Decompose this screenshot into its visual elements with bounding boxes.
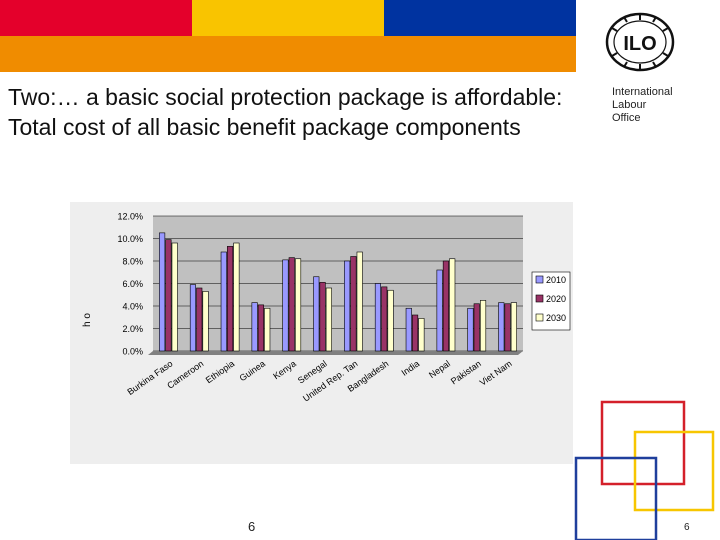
- bar: [189, 284, 196, 352]
- ilo-logo-icon: ILO: [605, 12, 675, 72]
- bar: [387, 289, 394, 352]
- bar: [374, 283, 382, 352]
- bar: [381, 286, 388, 352]
- y-tick-label: 2.0%: [122, 324, 143, 334]
- bar: [325, 287, 332, 352]
- bar: [227, 246, 234, 352]
- bar: [510, 302, 517, 352]
- bar: [473, 303, 480, 352]
- bar: [350, 256, 357, 352]
- x-tick-label: Nepal: [427, 358, 452, 380]
- red-square: [600, 400, 686, 486]
- bar: [202, 291, 209, 352]
- bar: [165, 239, 172, 352]
- y-tick-label: 0.0%: [122, 347, 143, 357]
- bar: [288, 257, 295, 352]
- legend-swatch: [535, 294, 544, 303]
- header-band-red: [0, 0, 192, 36]
- bar: [467, 307, 474, 352]
- decorative-squares: [574, 400, 715, 540]
- legend-swatch: [535, 275, 544, 284]
- org-name-line: International: [612, 86, 673, 98]
- logo-text: ILO: [623, 33, 656, 55]
- org-name: International Labour Office: [612, 86, 712, 125]
- bar: [449, 258, 456, 352]
- x-tick-label: Burkina Faso: [125, 358, 174, 397]
- plot-floor: [148, 351, 523, 355]
- bar: [356, 251, 363, 352]
- bar: [344, 260, 351, 352]
- legend-swatch: [535, 313, 544, 322]
- page-number: 6: [248, 519, 256, 534]
- bar-chart: 0.0% 2.0% 4.0% 6.0% 8.0% 10.0% 12.0% h o Burkina…: [82, 212, 571, 404]
- y-tick-label: 12.0%: [117, 212, 143, 222]
- bar: [264, 307, 271, 352]
- bar: [442, 260, 449, 352]
- header-band-yellow: [192, 0, 384, 36]
- x-tick-label: Pakistan: [449, 358, 483, 386]
- org-name-line: Office: [612, 112, 641, 124]
- chart-area: 0.0% 2.0% 4.0% 6.0% 8.0% 10.0% 12.0% h o Burkina…: [70, 202, 573, 464]
- y-axis-label: h o: [82, 313, 93, 327]
- x-tick-label: India: [399, 358, 421, 377]
- x-tick-label: Guinea: [238, 358, 268, 383]
- bar: [319, 282, 326, 352]
- legend-label: 2020: [546, 294, 566, 304]
- legend-label: 2030: [546, 313, 566, 323]
- bar: [233, 242, 240, 352]
- header-band-blue: [384, 0, 576, 36]
- bar: [196, 287, 203, 352]
- x-tick-label: Ethiopia: [204, 358, 236, 385]
- x-tick-label: Viet Nam: [478, 358, 514, 387]
- blue-square: [574, 456, 658, 540]
- bar: [251, 302, 258, 352]
- bar: [418, 318, 425, 352]
- yellow-square: [633, 430, 715, 512]
- bar: [504, 303, 511, 352]
- bar: [405, 307, 412, 352]
- bar: [436, 269, 443, 352]
- bar: [257, 304, 264, 352]
- bar: [313, 276, 320, 352]
- bar: [479, 300, 487, 352]
- slide-title: Two:… a basic social protection package …: [8, 84, 563, 140]
- bar: [412, 314, 419, 352]
- bar: [498, 302, 505, 352]
- org-name-line: Labour: [612, 99, 647, 111]
- legend-label: 2010: [546, 275, 566, 285]
- bar: [159, 232, 166, 352]
- y-tick-label: 6.0%: [122, 279, 143, 289]
- y-tick-label: 10.0%: [117, 234, 143, 244]
- bar: [171, 242, 178, 352]
- page-number-right: 6: [684, 522, 690, 533]
- y-tick-label: 4.0%: [122, 302, 143, 312]
- bar: [282, 259, 289, 352]
- bar: [295, 258, 302, 352]
- y-tick-label: 8.0%: [122, 257, 143, 267]
- x-tick-label: Kenya: [271, 358, 298, 381]
- bar: [220, 251, 227, 352]
